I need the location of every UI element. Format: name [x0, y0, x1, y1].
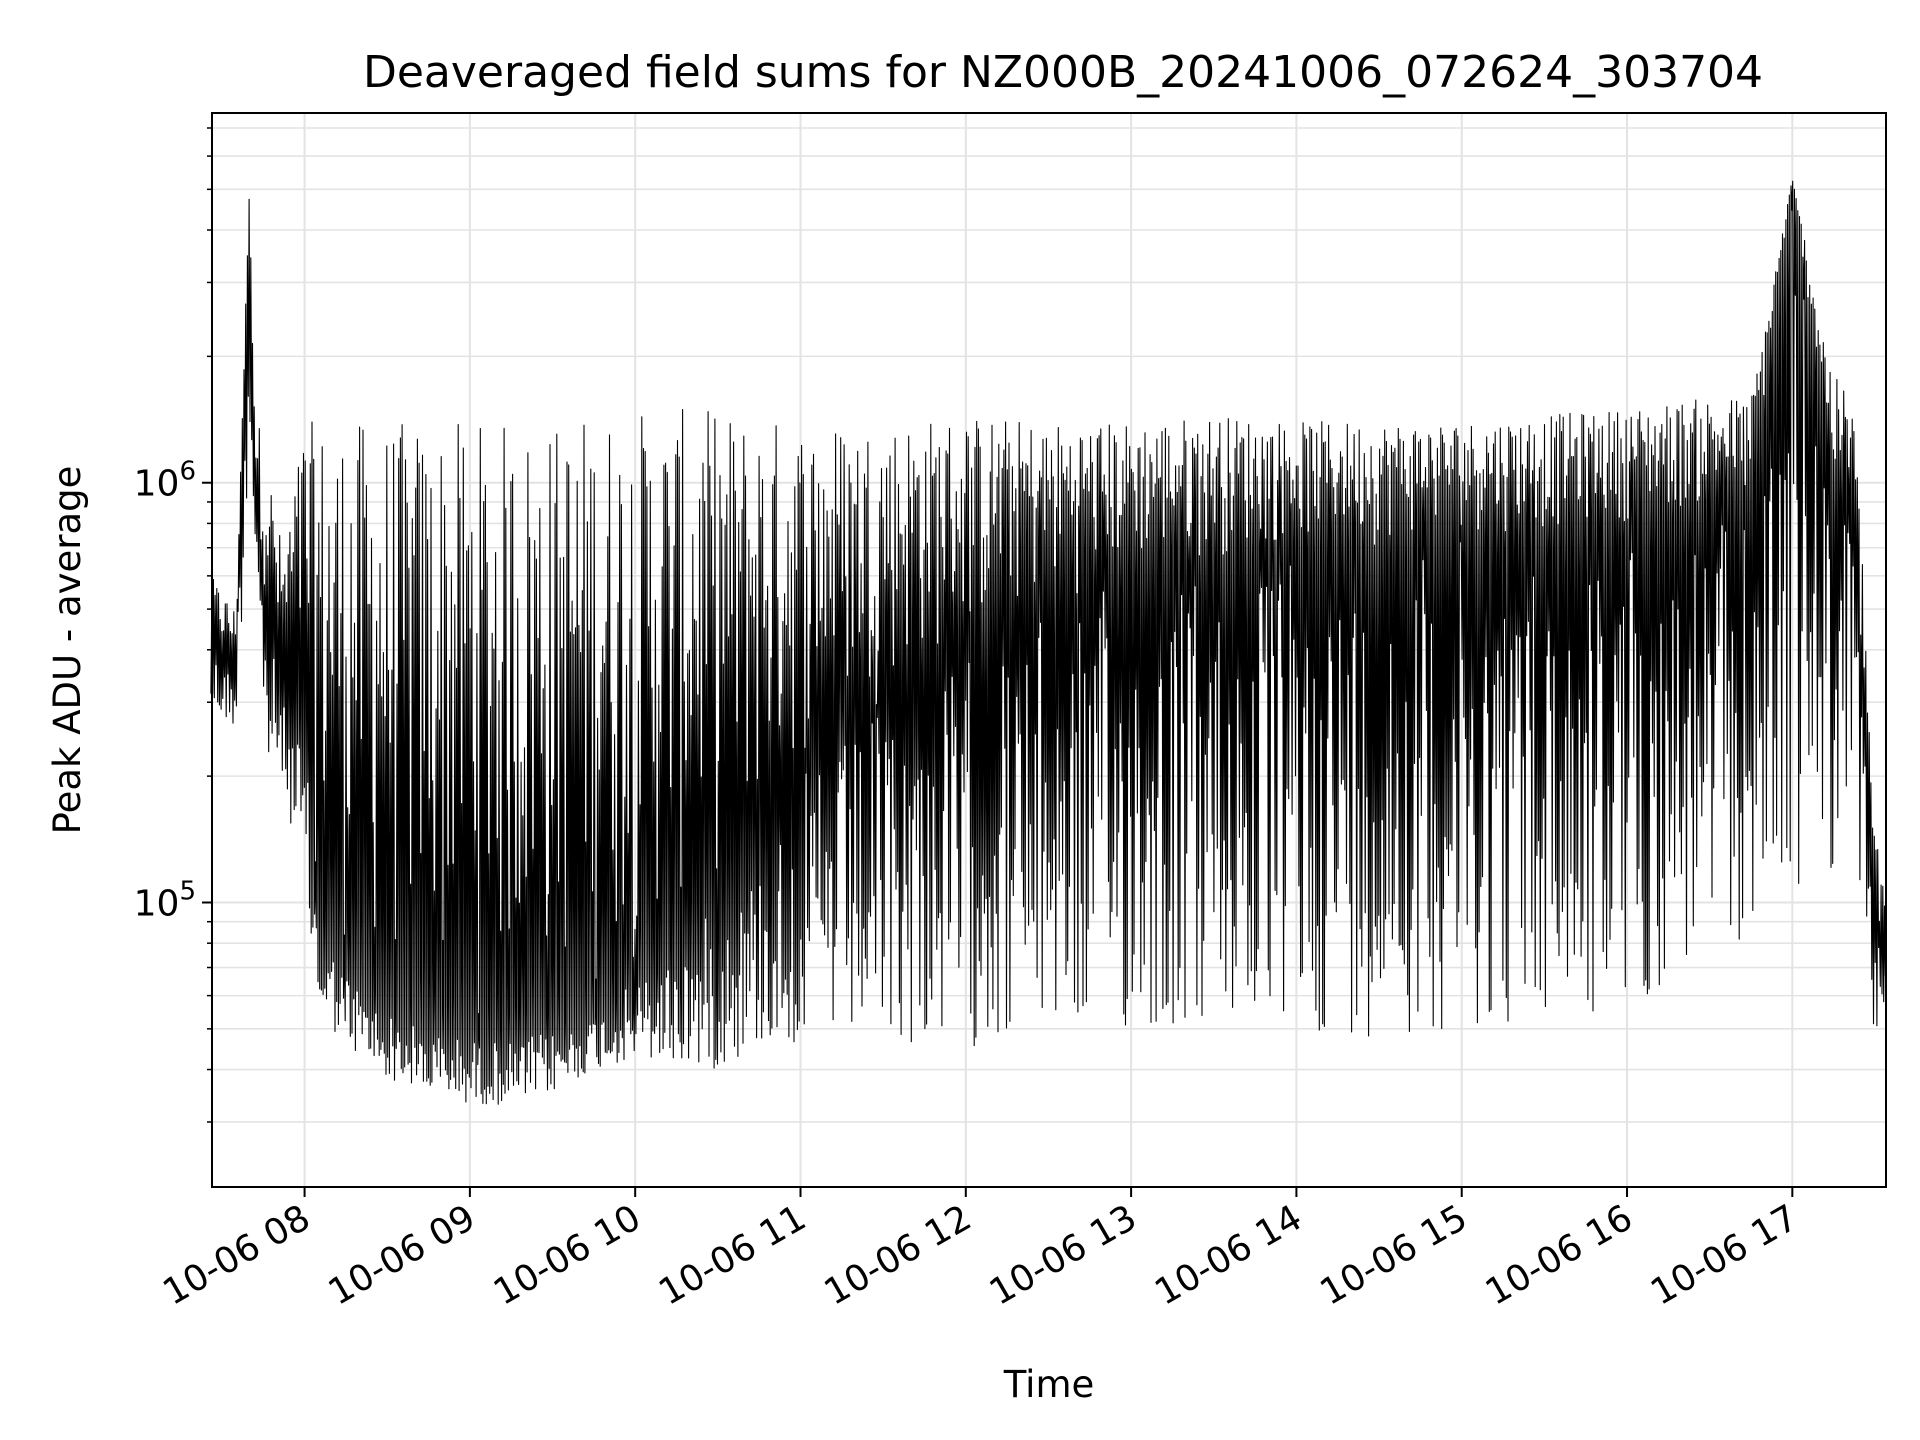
x-axis-label: Time	[1003, 1363, 1095, 1406]
series-layer	[210, 180, 1886, 1105]
y-tick-label: 106	[134, 457, 196, 505]
y-tick-label: 105	[134, 876, 196, 924]
y-axis-label: Peak ADU - average	[46, 466, 89, 835]
series-line	[210, 180, 1886, 1105]
chart-title: Deaveraged field sums for NZ000B_2024100…	[363, 47, 1763, 98]
y-axis: 105 106	[134, 127, 212, 1123]
